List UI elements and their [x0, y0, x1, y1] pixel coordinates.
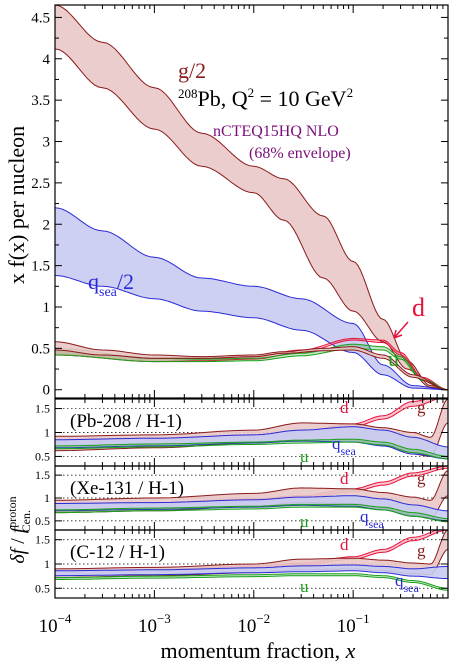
y-tick-label: 0.5 [35, 514, 50, 528]
x-tick-label: 10−2 [237, 611, 270, 637]
upper-line-q-sea [55, 495, 448, 512]
ratio-series-label-g: g [417, 398, 426, 417]
y-tick-label: 4.5 [31, 10, 50, 26]
upper-line-g-2 [55, 5, 448, 391]
upper-line-q-sea [55, 207, 448, 391]
upper-line-g [55, 470, 448, 501]
y-tick-label: 2.5 [31, 176, 50, 192]
series-label-g: g/2 [178, 58, 206, 83]
series-label-qsea: qsea/2 [88, 269, 134, 300]
upper-line-u [55, 573, 448, 589]
y-tick-label: 4 [43, 52, 51, 68]
ratio-series-label-g: g [417, 541, 426, 560]
main-y-axis-label: x f(x) per nucleon [4, 126, 29, 284]
y-tick-label: 1 [43, 300, 51, 316]
lower-line-u [55, 506, 448, 523]
ratio-series-label-q-sea: qsea [332, 434, 356, 458]
ratio-panel-pb208: 0.5 1 1.5 (Pb-208 / H-1) d g qsea u [35, 398, 449, 467]
y-tick-label: 1.5 [35, 402, 50, 416]
ratio-series-label-g: g [417, 469, 426, 488]
chart-subtitle-envelope: (68% envelope) [249, 145, 351, 162]
series-label-u: u [388, 346, 399, 371]
ratio-series-label-d: d [340, 535, 349, 554]
x-tick-label: 10−4 [39, 611, 72, 637]
x-axis: 10−4 10−3 10−2 10−1 [39, 611, 370, 637]
ratio-panel-label: (C-12 / H-1) [70, 542, 165, 563]
y-tick-label: 3.5 [31, 93, 50, 109]
upper-line-q-sea [55, 564, 448, 572]
ratio-panel-c12: 0.5 1 1.5 (C-12 / H-1) d g qsea u [35, 529, 449, 599]
y-tick-label: 1 [44, 557, 50, 571]
ratio-panel-label: (Xe-131 / H-1) [70, 478, 184, 499]
upper-line-g-lower [55, 341, 448, 391]
chart-subtitle: nCTEQ15HQ NLO [213, 123, 339, 140]
band-d [55, 466, 448, 508]
d-pointer-arrow [393, 321, 409, 339]
panel-frame [54, 4, 449, 399]
ratio-series-label-u: u [300, 512, 309, 531]
lower-line-g-lower [55, 349, 448, 391]
ratio-series-label-u: u [300, 447, 309, 466]
ratio-series-label-d: d [340, 398, 349, 417]
band-q-sea [55, 565, 448, 579]
series-label-d: d [412, 293, 425, 322]
band-q-sea [55, 495, 448, 521]
upper-line-g [55, 399, 448, 438]
y-tick-label: 1.5 [31, 259, 50, 275]
lower-line-g-2 [55, 48, 448, 391]
y-tick-label: 1 [44, 426, 50, 440]
chart-title: 208Pb, Q2 = 10 GeV2 [178, 85, 353, 111]
y-tick-label: 1.5 [35, 468, 50, 482]
upper-line-q-sea [55, 426, 448, 448]
band-u [55, 504, 448, 522]
upper-line-g [55, 530, 448, 570]
y-tick-label: 0.5 [35, 581, 50, 595]
lower-line-q-sea [55, 275, 448, 391]
x-tick-label: 10−1 [337, 611, 370, 637]
y-tick-label: 0.5 [31, 341, 50, 357]
upper-line-u [55, 503, 448, 520]
ratio-panel-label: (Pb-208 / H-1) [70, 411, 182, 432]
y-tick-label: 0.5 [35, 449, 50, 463]
upper-line-u [55, 438, 448, 457]
band-d [55, 399, 448, 443]
y-tick-label: 1.5 [35, 533, 50, 547]
x-axis-label: momentum fraction, x [161, 638, 356, 663]
ratio-series-label-d: d [340, 469, 349, 488]
band-g-2 [55, 5, 448, 390]
lower-line-u [55, 575, 448, 591]
y-tick-label: 2 [43, 217, 51, 233]
y-tick-label: 3 [43, 135, 51, 151]
main-panel: 0 0.5 1 1.5 2 2.5 3 3.5 4 4.5 g/2 qsea/2 du [31, 4, 449, 399]
y-tick-label: 0 [43, 383, 51, 399]
y-tick-label: 1 [44, 491, 50, 505]
lower-line-u [55, 347, 448, 391]
x-tick-label: 10−3 [138, 611, 171, 637]
ratio-series-label-q-sea: qsea [360, 507, 384, 531]
lower-line-q-sea [55, 570, 448, 580]
lower-line-u [55, 441, 448, 460]
ratio-panel-xe131: 0.5 1 1.5 (Xe-131 / H-1) d g qsea u [35, 465, 449, 531]
ratio-y-axis-label: δf / fprotonCen. [5, 496, 33, 563]
ratio-series-label-q-sea: qsea [395, 571, 419, 595]
ratio-series-label-u: u [300, 577, 309, 596]
lower-line-q-sea [55, 440, 448, 460]
